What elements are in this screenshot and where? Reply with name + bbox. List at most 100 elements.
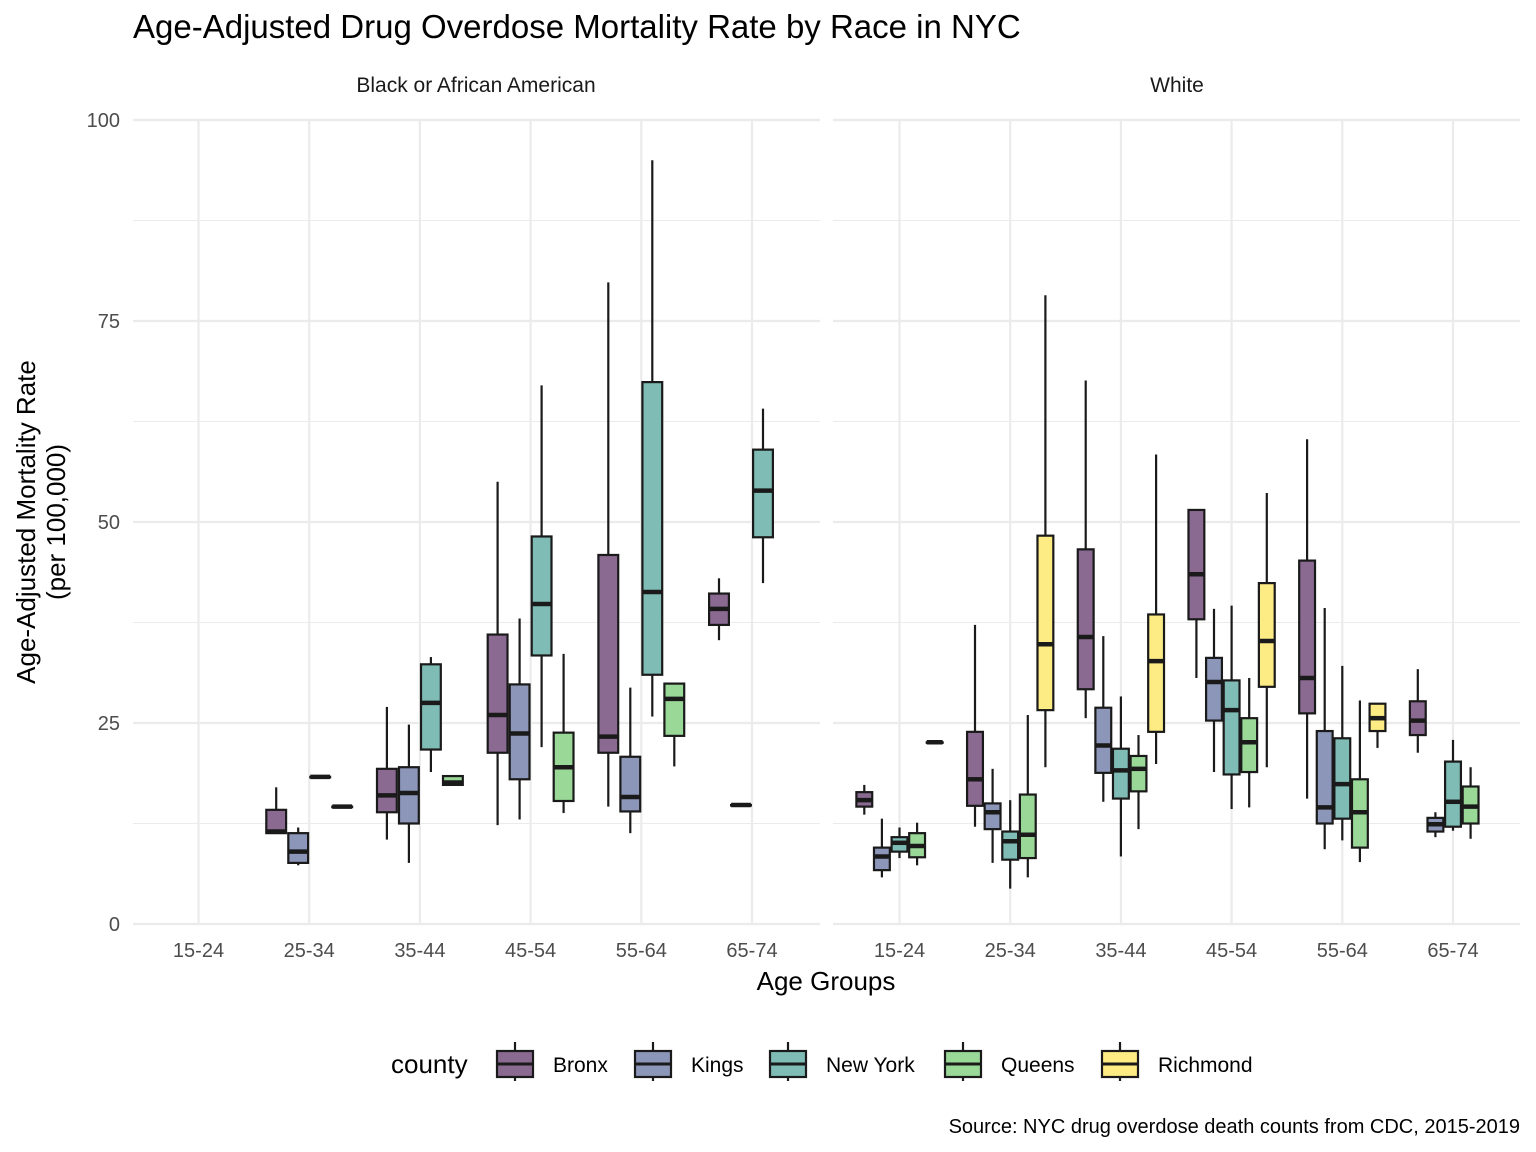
box-queens (331, 804, 354, 809)
box-body (641, 381, 664, 676)
y-tick-label: 50 (98, 512, 120, 534)
box-body (397, 766, 420, 825)
legend-label: New York (826, 1054, 915, 1077)
box-bronx (855, 784, 874, 815)
box-queens (441, 774, 464, 787)
legend-item-queens: Queens (943, 1042, 1075, 1081)
box-body (663, 682, 686, 737)
box-new-york (890, 827, 909, 859)
box-body (983, 802, 1002, 831)
box-bronx (707, 578, 730, 641)
legend-label: Queens (1001, 1054, 1075, 1077)
x-tick-label: 55-64 (1317, 940, 1368, 962)
box-richmond (925, 740, 944, 745)
box-new-york (1443, 739, 1463, 831)
y-tick-label: 0 (109, 914, 120, 936)
box-new-york (1001, 800, 1020, 889)
x-axis-title: Age Groups (757, 966, 896, 996)
box-kings (1094, 636, 1113, 802)
box-bronx (486, 481, 509, 826)
box-body (1147, 613, 1166, 733)
x-tick-label: 45-54 (1206, 940, 1257, 962)
legend-item-new-york: New York (768, 1042, 915, 1081)
box-body (619, 755, 642, 813)
box-bronx (375, 706, 398, 840)
y-tick-label: 75 (98, 311, 120, 333)
box-new-york (530, 385, 553, 748)
legend-label: Richmond (1158, 1054, 1253, 1077)
legend-item-richmond: Richmond (1100, 1042, 1253, 1081)
box-new-york (751, 408, 774, 584)
box-body (419, 663, 442, 751)
legend-label: Kings (691, 1054, 744, 1077)
y-tick-labels: 0 25 50 75 100 (87, 110, 120, 936)
box-queens (1461, 767, 1480, 839)
box-new-york (419, 657, 442, 773)
legend-label: Bronx (553, 1054, 608, 1077)
box-bronx (1408, 669, 1427, 753)
y-axis-title-group: Age-Adjusted Mortality Rate (per 100,000… (11, 360, 71, 684)
box-richmond (1257, 493, 1276, 768)
box-new-york (309, 774, 332, 780)
legend-item-kings: Kings (633, 1042, 744, 1081)
box-kings (619, 687, 642, 834)
y-axis-title: Age-Adjusted Mortality Rate (11, 360, 41, 684)
box-body (486, 633, 509, 754)
box-kings (729, 802, 752, 808)
box-bronx (597, 282, 620, 807)
box-queens (908, 822, 927, 866)
chart-caption: Source: NYC drug overdose death counts f… (949, 1116, 1520, 1138)
x-tick-label: 25-34 (985, 940, 1036, 962)
x-tick-label: 65-74 (726, 940, 777, 962)
legend-title: county (391, 1049, 468, 1079)
box-body (1187, 508, 1206, 621)
box-new-york (1333, 665, 1352, 841)
box-body (1076, 548, 1095, 691)
x-tick-labels: 15-24 25-34 35-44 45-54 55-64 65-74 15-24 25-34… (173, 940, 1479, 962)
box-new-york (1222, 605, 1241, 810)
box-body (1036, 534, 1055, 712)
x-tick-label: 15-24 (173, 940, 224, 962)
box-body (287, 832, 310, 864)
box-kings (872, 818, 891, 878)
box-body (1094, 706, 1113, 774)
box-body (1111, 747, 1130, 800)
box-kings (1315, 608, 1334, 850)
box-bronx (265, 787, 288, 835)
y-tick-label: 100 (87, 110, 120, 132)
x-tick-label: 55-64 (616, 940, 667, 962)
box-body (375, 767, 398, 814)
box-body (1333, 737, 1352, 820)
x-tick-label: 35-44 (394, 940, 445, 962)
box-queens (663, 682, 686, 767)
x-tick-label: 65-74 (1427, 940, 1478, 962)
box-body (1315, 729, 1334, 825)
box-richmond (1147, 454, 1166, 765)
panel-strip-white: White (1150, 74, 1204, 97)
box-queens (1018, 714, 1037, 878)
box-body (1222, 679, 1241, 776)
box-bronx (965, 624, 985, 827)
y-axis-subtitle: (per 100,000) (41, 444, 71, 600)
box-body (1001, 830, 1020, 861)
box-kings (1204, 608, 1224, 773)
x-tick-label: 25-34 (284, 940, 335, 962)
box-richmond (1036, 295, 1055, 768)
box-body (1129, 754, 1148, 793)
box-body (1018, 793, 1037, 860)
chart-title: Age-Adjusted Drug Overdose Mortality Rat… (133, 8, 1021, 45)
box-kings (983, 768, 1002, 863)
box-kings (397, 724, 420, 863)
panel-strip-black: Black or African American (356, 74, 595, 97)
box-new-york (1111, 696, 1130, 857)
box-kings (287, 827, 310, 866)
box-body (1408, 700, 1427, 737)
box-body (1204, 656, 1224, 722)
box-bronx (1187, 508, 1206, 678)
box-queens (552, 653, 575, 814)
box-kings (508, 618, 531, 820)
box-body (530, 535, 553, 657)
box-new-york (641, 160, 664, 717)
